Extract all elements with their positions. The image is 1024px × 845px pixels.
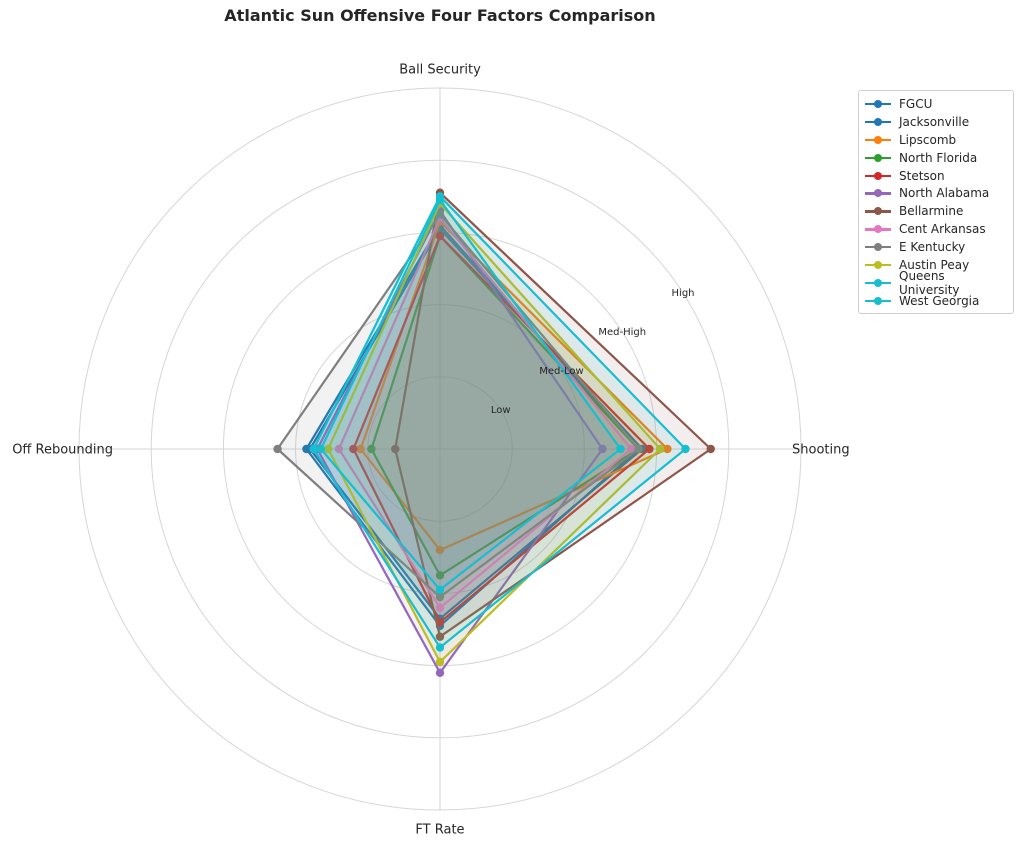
legend-swatch bbox=[865, 171, 891, 181]
legend-label: North Florida bbox=[899, 150, 978, 165]
legend-item: North Alabama bbox=[865, 184, 1007, 202]
legend-item: Austin Peay bbox=[865, 256, 1007, 274]
legend-item: Cent Arkansas bbox=[865, 220, 1007, 238]
legend-label: Stetson bbox=[899, 168, 945, 183]
axis-label: Shooting bbox=[792, 443, 850, 458]
series-area bbox=[317, 210, 603, 673]
series-point bbox=[302, 444, 311, 454]
series-point bbox=[334, 444, 344, 454]
legend-label: West Georgia bbox=[899, 293, 980, 308]
legend-item: Stetson bbox=[865, 167, 1007, 185]
series-point bbox=[323, 444, 333, 454]
series-area bbox=[395, 192, 711, 637]
legend-item: Queens University bbox=[865, 269, 1007, 297]
legend-swatch bbox=[865, 242, 891, 252]
series-point bbox=[316, 444, 326, 454]
series-point bbox=[309, 444, 318, 454]
series-point bbox=[435, 571, 445, 580]
series-point bbox=[435, 545, 445, 555]
series-point bbox=[681, 444, 690, 454]
series-point bbox=[435, 210, 445, 219]
legend-label: Jacksonville bbox=[899, 114, 970, 129]
series-area bbox=[353, 236, 650, 623]
series-point bbox=[435, 195, 445, 205]
series-point bbox=[656, 444, 665, 454]
series-area bbox=[328, 203, 661, 662]
series-point bbox=[634, 444, 643, 454]
legend-swatch bbox=[865, 260, 891, 270]
series-point bbox=[645, 444, 654, 454]
series-point bbox=[435, 603, 445, 613]
legend-swatch bbox=[865, 206, 891, 216]
series-point bbox=[367, 444, 376, 454]
legend-swatch bbox=[865, 278, 891, 288]
series-area bbox=[277, 214, 639, 598]
chart-legend: FGCU Jacksonville Lipscomb North Florida Ste… bbox=[858, 90, 1014, 314]
legend-label: Lipscomb bbox=[899, 132, 957, 147]
series-area bbox=[338, 218, 632, 608]
series-point bbox=[435, 585, 445, 594]
radial-tick-label: Low bbox=[491, 405, 511, 416]
radial-tick-label: High bbox=[672, 288, 695, 299]
series-point bbox=[273, 444, 282, 454]
series-point bbox=[435, 592, 445, 602]
series-point bbox=[598, 444, 607, 454]
series-point bbox=[435, 643, 445, 652]
legend-label: Austin Peay bbox=[899, 257, 970, 272]
chart-title: Atlantic Sun Offensive Four Factors Comp… bbox=[224, 6, 656, 25]
legend-label: Bellarmine bbox=[899, 204, 964, 219]
legend-item: Jacksonville bbox=[865, 113, 1007, 131]
series-area bbox=[306, 225, 639, 626]
legend-swatch bbox=[865, 188, 891, 198]
series-point bbox=[435, 657, 445, 667]
radial-tick-label: Med-High bbox=[598, 327, 646, 338]
legend-swatch bbox=[865, 117, 891, 127]
axis-label: Off Rebounding bbox=[12, 443, 113, 458]
legend-swatch bbox=[865, 296, 891, 306]
legend-item: Bellarmine bbox=[865, 202, 1007, 220]
axis-label: Ball Security bbox=[399, 63, 481, 78]
legend-label: E Kentucky bbox=[899, 240, 966, 255]
legend-swatch bbox=[865, 153, 891, 163]
series-point bbox=[663, 444, 672, 454]
series-point bbox=[435, 668, 445, 678]
series-point bbox=[391, 444, 400, 454]
series-point bbox=[356, 444, 365, 454]
series-point bbox=[706, 444, 715, 454]
series-point bbox=[349, 444, 358, 454]
legend-swatch bbox=[865, 99, 891, 109]
legend-item: FGCU bbox=[865, 95, 1007, 113]
legend-item: E Kentucky bbox=[865, 238, 1007, 256]
legend-label: North Alabama bbox=[899, 186, 990, 201]
legend-swatch bbox=[865, 135, 891, 145]
series-area bbox=[313, 196, 686, 648]
legend-item: West Georgia bbox=[865, 292, 1007, 310]
legend-swatch bbox=[865, 224, 891, 234]
legend-item: Lipscomb bbox=[865, 131, 1007, 149]
legend-label: Cent Arkansas bbox=[899, 222, 986, 237]
series-point bbox=[435, 231, 445, 241]
legend-label: FGCU bbox=[899, 96, 933, 111]
series-point bbox=[435, 632, 445, 641]
series-point bbox=[627, 444, 636, 454]
series-area bbox=[360, 221, 668, 551]
axis-label: FT Rate bbox=[415, 823, 464, 838]
legend-item: North Florida bbox=[865, 149, 1007, 167]
legend-label: Queens University bbox=[899, 268, 960, 297]
series-area bbox=[320, 199, 621, 590]
series-point bbox=[616, 444, 625, 454]
radial-tick-label: Med-Low bbox=[539, 366, 583, 377]
